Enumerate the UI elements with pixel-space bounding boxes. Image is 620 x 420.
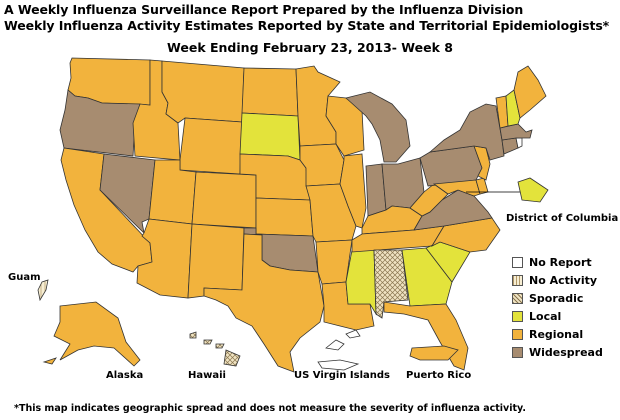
state-mi [345, 91, 411, 163]
legend-swatch [512, 328, 523, 340]
dc-label: District of Columbia [506, 213, 619, 224]
state-ms [345, 249, 377, 316]
state-wy [179, 117, 243, 175]
puerto-rico-label: Puerto Rico [406, 370, 472, 381]
legend-item: Regional [512, 325, 603, 343]
report-subtitle: Weekly Influenza Activity Estimates Repo… [4, 18, 610, 33]
state-ct [501, 137, 519, 155]
legend-swatch [512, 310, 523, 322]
legend-item: No Activity [512, 271, 603, 289]
state-nm [187, 223, 245, 299]
report-title: A Weekly Influenza Surveillance Report P… [4, 2, 524, 17]
dc-shape [517, 177, 549, 203]
footnote: *This map indicates geographic spread an… [14, 403, 526, 414]
legend-item: No Report [512, 253, 603, 271]
state-ma [499, 123, 533, 141]
state-il [339, 153, 367, 229]
week-label: Week Ending February 23, 2013- Week 8 [167, 40, 453, 55]
alaska-label: Alaska [106, 370, 144, 381]
state-ca [60, 147, 153, 273]
state-wv [409, 183, 449, 217]
alaska-shape [42, 301, 141, 367]
state-ks [255, 197, 314, 237]
legend-swatch [512, 256, 523, 268]
state-co [191, 171, 257, 229]
hawaii-label: Hawaii [188, 370, 226, 381]
legend-label: Widespread [529, 345, 603, 359]
state-sd [239, 112, 301, 161]
virgin-islands-shape [317, 329, 361, 371]
hawaii-shape [189, 331, 241, 367]
state-nd [241, 67, 299, 117]
legend-swatch [512, 274, 523, 286]
legend-item: Sporadic [512, 289, 603, 307]
virgin-islands-label: US Virgin Islands [294, 370, 390, 381]
puerto-rico-shape [409, 345, 459, 361]
state-me [513, 65, 547, 119]
state-tx [203, 233, 325, 373]
legend-label: Regional [529, 327, 584, 341]
legend-swatch [512, 292, 523, 304]
guam-shape [37, 279, 49, 302]
guam-label: Guam [8, 272, 41, 283]
state-mt [161, 60, 245, 124]
legend-label: No Activity [529, 273, 598, 287]
legend-item: Local [512, 307, 603, 325]
state-nh [505, 89, 521, 127]
legend-item: Widespread [512, 343, 603, 361]
legend-swatch [512, 346, 523, 358]
legend-label: Sporadic [529, 291, 584, 305]
state-ga [401, 247, 453, 307]
legend: No Report No Activity Sporadic Local Reg… [512, 253, 603, 361]
state-ia [299, 143, 345, 187]
legend-label: Local [529, 309, 562, 323]
legend-label: No Report [529, 255, 592, 269]
